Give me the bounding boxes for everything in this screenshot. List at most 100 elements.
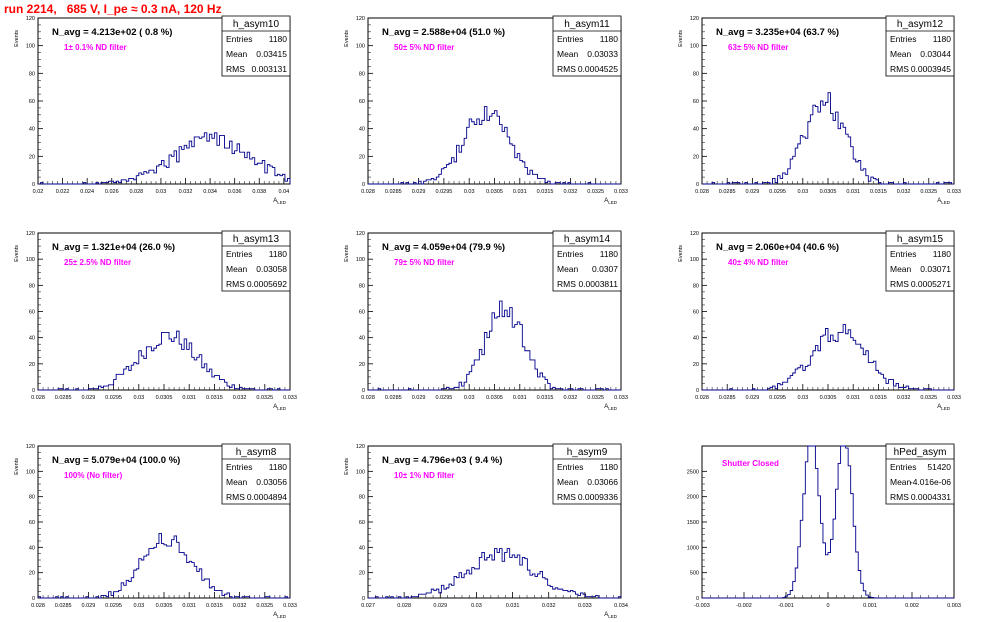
y-tick-label: 40 [29, 336, 35, 342]
stats-key: Entries [890, 462, 916, 472]
x-axis-label: ALED [937, 404, 951, 411]
hist-name: h_asym9 [567, 447, 608, 458]
x-tick-label: 0.0325 [920, 395, 937, 401]
stats-value: 0.03044 [920, 49, 951, 59]
x-tick-label: 0.033 [947, 189, 961, 195]
histogram-line [368, 106, 621, 185]
stats-value: 1180 [600, 462, 619, 472]
hist-name: h_asym11 [564, 19, 610, 30]
y-tick-label: 20 [359, 154, 365, 160]
x-tick-label: 0.028 [31, 395, 45, 401]
y-tick-label: 80 [29, 71, 35, 77]
run-title: run 2214, 685 V, I_pe ≈ 0.3 nA, 120 Hz [4, 2, 222, 16]
y-tick-label: 100 [356, 44, 365, 50]
y-tick-label: 100 [26, 44, 35, 50]
stats-key: Mean [890, 49, 912, 59]
hist-name: h_asym8 [236, 447, 277, 458]
stats-key: Mean [890, 264, 912, 274]
hist-name: hPed_asym [894, 447, 947, 458]
x-tick-label: 0.0315 [537, 395, 554, 401]
x-tick-label: 0.029 [746, 189, 760, 195]
navg-label: N_avg = 5.079e+04 (100.0 %) [52, 455, 180, 466]
y-axis-label: Events [344, 458, 350, 475]
x-tick-label: 0.033 [947, 395, 961, 401]
y-tick-label: 80 [693, 283, 699, 289]
x-axis-label: ALED [604, 612, 618, 619]
stats-key: Entries [226, 34, 252, 44]
y-tick-label: 60 [29, 310, 35, 316]
y-tick-label: 40 [359, 336, 365, 342]
x-tick-label: 0.02 [33, 189, 44, 195]
stats-box [221, 443, 291, 505]
stats-box [552, 15, 622, 77]
x-tick-label: 0.0325 [587, 189, 604, 195]
x-tick-label: 0.0325 [920, 189, 937, 195]
histogram-line [38, 330, 290, 391]
x-tick-label: 0.0315 [870, 189, 887, 195]
stats-value: 0.03415 [256, 49, 287, 59]
y-axis-label: Events [678, 245, 684, 262]
histogram-panel-h_asym13: 0 20 40 60 80 100 120 0.028 0.0285 0.029 0.0295 0.0… [14, 230, 297, 411]
stats-key: Mean [226, 477, 248, 487]
x-tick-label: 0.0325 [256, 603, 273, 609]
stats-value: 1180 [600, 249, 619, 259]
y-axis-label: Events [14, 458, 20, 475]
y-tick-label: 0 [362, 182, 365, 188]
x-tick-label: 0.029 [412, 395, 426, 401]
navg-label: N_avg = 3.235e+04 (63.7 %) [716, 27, 839, 38]
stats-box [885, 15, 955, 77]
x-axis-label: ALED [273, 404, 287, 411]
y-tick-label: 20 [359, 362, 365, 368]
stats-key: Entries [890, 249, 916, 259]
stats-value: 1180 [269, 34, 288, 44]
stats-key: Mean [557, 264, 579, 274]
y-tick-label: 2000 [687, 495, 699, 501]
y-tick-label: 100 [26, 469, 35, 475]
x-tick-label: 0.0325 [587, 395, 604, 401]
stats-value: 0.0005692 [247, 279, 287, 289]
x-tick-label: 0.028 [31, 603, 45, 609]
x-tick-label: 0.031 [506, 603, 520, 609]
stats-value: 1180 [269, 462, 288, 472]
x-tick-label: 0.0295 [769, 395, 786, 401]
y-tick-label: 40 [693, 127, 699, 133]
x-tick-label: 0.031 [182, 395, 196, 401]
y-tick-label: 40 [29, 545, 35, 551]
x-tick-label: 0.028 [361, 189, 375, 195]
x-tick-label: 0.0295 [435, 395, 452, 401]
stats-key: Entries [557, 249, 583, 259]
filter-label: 63± 5% ND filter [728, 43, 788, 52]
histogram-line [368, 548, 622, 599]
filter-label: Shutter Closed [722, 459, 779, 468]
x-tick-label: 0.031 [846, 189, 860, 195]
y-tick-label: 40 [359, 545, 365, 551]
histogram-line [38, 132, 291, 185]
stats-key: RMS [890, 64, 909, 74]
y-tick-label: 0 [362, 596, 365, 602]
navg-label: N_avg = 2.060e+04 (40.6 %) [716, 242, 839, 253]
x-tick-label: 0.032 [233, 395, 247, 401]
x-tick-label: 0.031 [513, 395, 527, 401]
stats-value: 0.03058 [256, 264, 287, 274]
x-tick-label: 0.002 [905, 603, 919, 609]
histogram-panel-h_asym12: 0 20 40 60 80 100 120 0.028 0.0285 0.029 0.0295 0.0… [678, 15, 961, 205]
x-tick-label: 0.0305 [486, 189, 503, 195]
y-axis-label: Events [14, 245, 20, 262]
y-tick-label: 20 [29, 571, 35, 577]
x-tick-label: 0.034 [614, 603, 628, 609]
navg-label: N_avg = 4.796e+03 ( 9.4 %) [382, 455, 502, 466]
stats-value: 1180 [269, 249, 288, 259]
stats-value: 0.0004525 [578, 64, 618, 74]
x-tick-label: 0.0285 [385, 189, 402, 195]
stats-value: 0.0307 [592, 264, 618, 274]
x-tick-label: 0.03 [133, 395, 144, 401]
x-tick-label: 0.032 [233, 603, 247, 609]
x-axis-label: ALED [604, 198, 618, 205]
y-axis-label: Events [678, 30, 684, 47]
filter-label: 25± 2.5% ND filter [64, 258, 131, 267]
y-tick-label: 100 [690, 44, 699, 50]
y-tick-label: 80 [359, 495, 365, 501]
x-tick-label: -0.002 [736, 603, 752, 609]
x-tick-label: 0.0285 [55, 395, 72, 401]
stats-value: 0.0003945 [911, 64, 951, 74]
